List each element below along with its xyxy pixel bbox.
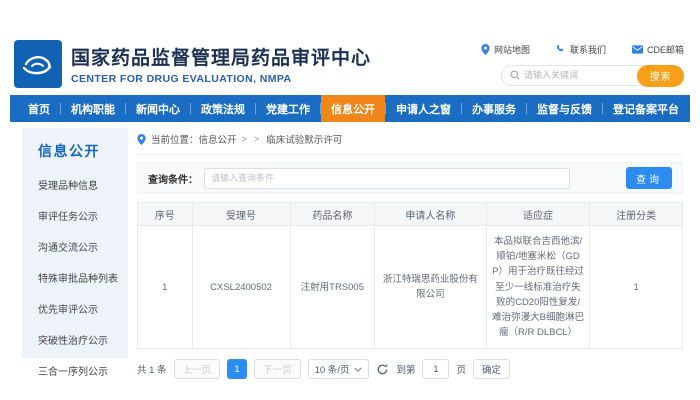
nav-item-functions[interactable]: 机构职能 (71, 103, 115, 116)
main-nav: 首页 机构职能 新闻中心 政策法规 党建工作 信息公开 申请人之窗 办事服务 监… (10, 95, 690, 122)
quick-links: 网站地图 联系我们 CDE邮箱 (481, 43, 684, 56)
site-search: 搜索 (501, 64, 684, 87)
header-drug-name: 药品名称 (289, 202, 376, 226)
nav-separator (461, 103, 462, 114)
query-bar: 查询条件： 查询 (137, 162, 683, 194)
quick-link-label: 网站地图 (493, 44, 530, 55)
page-size-value: 10 条/页 (314, 365, 350, 377)
map-pin-icon (481, 43, 490, 55)
cell-indication: 本品拟联合吉西他滨/顺铂/地塞米松（GDP）用于治疗既往经过至少一线标准治疗失败… (485, 224, 591, 350)
nav-item-info-disclosure[interactable]: 信息公开 (321, 95, 385, 122)
refresh-button[interactable] (376, 363, 389, 376)
header-right: 网站地图 联系我们 CDE邮箱 (481, 43, 684, 87)
confirm-button[interactable]: 确定 (472, 359, 510, 380)
breadcrumb: 当前位置：信息公开 > > 临床试验默示许可 (137, 132, 683, 155)
site-header: 国家药品监督管理局药品审评中心 CENTER FOR DRUG EVALUATI… (14, 36, 684, 92)
cell-category: 1 (589, 224, 683, 350)
query-button[interactable]: 查询 (626, 167, 672, 189)
goto-unit: 页 (456, 365, 466, 377)
location-icon (137, 133, 146, 145)
site-subtitle: CENTER FOR DRUG EVALUATION, NMPA (71, 73, 292, 85)
mail-icon (631, 44, 643, 54)
sidebar-item-communication[interactable]: 沟通交流公示 (38, 243, 98, 254)
quick-link-label: CDE邮箱 (646, 44, 684, 55)
sidebar-item-accepted-varieties[interactable]: 受理品种信息 (38, 181, 98, 192)
pagination-total: 共 1 条 (137, 365, 167, 377)
cell-applicant: 浙江特瑞思药业股份有限公司 (374, 224, 487, 350)
nav-item-supervision[interactable]: 监督与反馈 (537, 103, 592, 116)
quick-link-sitemap[interactable]: 网站地图 (481, 43, 530, 56)
sidebar-title: 信息公开 (38, 143, 100, 159)
next-page-button[interactable]: 下一页 (254, 359, 301, 380)
nav-separator (60, 103, 61, 114)
cell-drug-name: 注射用TRS005 (289, 224, 376, 350)
header-acceptance-no: 受理号 (191, 202, 291, 226)
nav-separator (320, 103, 321, 114)
query-input[interactable] (204, 167, 570, 189)
nav-item-registration-platform[interactable]: 登记备案平台 (613, 103, 679, 116)
nav-item-policy[interactable]: 政策法规 (201, 103, 245, 116)
site-search-input[interactable] (524, 70, 683, 80)
nav-separator (385, 103, 386, 114)
refresh-icon (376, 363, 389, 376)
sidebar-item-priority-review[interactable]: 优先审评公示 (38, 305, 98, 316)
nav-item-applicant-window[interactable]: 申请人之窗 (396, 103, 451, 116)
nav-item-services[interactable]: 办事服务 (472, 103, 516, 116)
quick-link-label: 联系我们 (569, 44, 606, 55)
table-header-row: 序号 受理号 药品名称 申请人名称 适应症 注册分类 (137, 202, 683, 226)
goto-page-input[interactable] (422, 359, 450, 380)
query-label: 查询条件： (148, 174, 198, 186)
header-indication: 适应症 (485, 202, 591, 226)
nav-item-home[interactable]: 首页 (28, 103, 50, 116)
pagination: 共 1 条 上一页 1 下一页 10 条/页 到第 页 确定 (137, 359, 683, 380)
site-title: 国家药品监督管理局药品审评中心 (71, 48, 372, 69)
header-seq: 序号 (137, 202, 193, 226)
cde-logo-icon (18, 44, 58, 84)
breadcrumb-label: 当前位置：信息公开 (151, 135, 237, 146)
search-icon (510, 70, 520, 80)
results-table: 序号 受理号 药品名称 申请人名称 适应症 注册分类 1 CXSL2400502… (137, 202, 683, 350)
header-category: 注册分类 (589, 202, 683, 226)
title-block: 国家药品监督管理局药品审评中心 CENTER FOR DRUG EVALUATI… (71, 43, 371, 85)
nav-separator (255, 103, 256, 114)
breadcrumb-current: 临床试验默示许可 (266, 135, 343, 146)
main-content: 当前位置：信息公开 > > 临床试验默示许可 查询条件： 查询 序号 受理号 药… (137, 132, 683, 380)
sidebar-item-special-approval[interactable]: 特殊审批品种列表 (38, 274, 118, 285)
page-size-select[interactable]: 10 条/页 (307, 359, 370, 380)
sidebar-item-three-in-one[interactable]: 三合一序列公示 (38, 367, 108, 378)
sidebar-item-breakthrough-therapy[interactable]: 突破性治疗公示 (38, 336, 108, 347)
nav-item-news[interactable]: 新闻中心 (136, 103, 180, 116)
nav-separator (190, 103, 191, 114)
cell-seq: 1 (137, 224, 193, 350)
breadcrumb-separator: > > (241, 133, 262, 145)
nav-separator (526, 103, 527, 114)
chevron-down-icon (354, 367, 363, 372)
sidebar-item-review-tasks[interactable]: 审评任务公示 (38, 212, 98, 223)
cell-acceptance-no: CXSL2400502 (191, 224, 291, 350)
quick-link-contact[interactable]: 联系我们 (556, 43, 606, 56)
header-applicant: 申请人名称 (374, 202, 487, 226)
table-row: 1 CXSL2400502 注射用TRS005 浙江特瑞思药业股份有限公司 本品… (137, 224, 683, 350)
nav-separator (602, 103, 603, 114)
sidebar: 信息公开 受理品种信息 审评任务公示 沟通交流公示 特殊审批品种列表 优先审评公… (22, 128, 128, 378)
nav-item-party[interactable]: 党建工作 (266, 103, 310, 116)
quick-link-mail[interactable]: CDE邮箱 (631, 43, 684, 56)
prev-page-button[interactable]: 上一页 (173, 359, 221, 380)
phone-icon (556, 44, 566, 54)
site-search-button[interactable]: 搜索 (637, 64, 684, 87)
goto-label: 到第 (396, 365, 416, 377)
nav-separator (125, 103, 126, 114)
page-number-button[interactable]: 1 (227, 359, 248, 380)
cde-logo[interactable] (14, 40, 62, 88)
